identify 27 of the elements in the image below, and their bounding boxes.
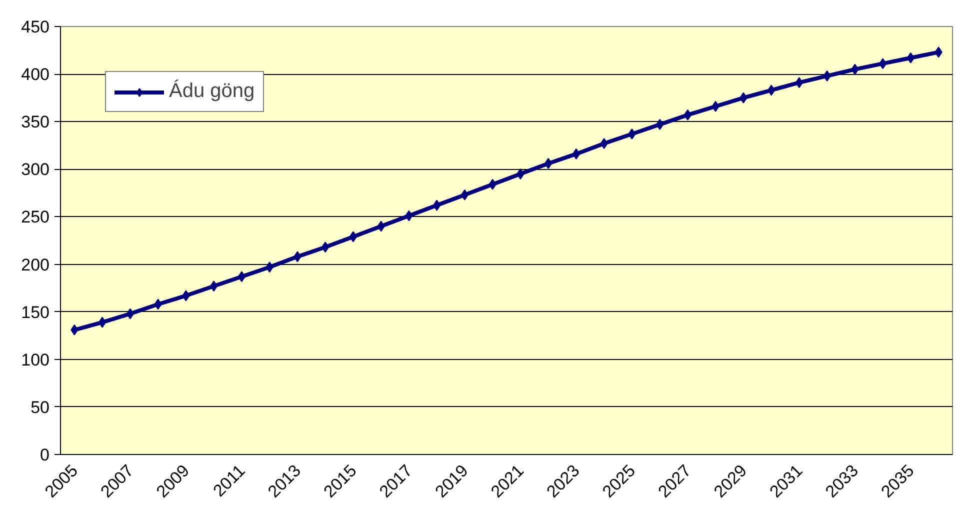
- point: [878, 58, 887, 70]
- point: [238, 271, 246, 282]
- y-tick-label: 450: [21, 18, 50, 36]
- y-tick-label: 350: [21, 112, 50, 132]
- y-tick-label: 250: [21, 208, 50, 227]
- point: [572, 148, 580, 160]
- point: [544, 158, 552, 169]
- y-tick-label: 400: [21, 65, 50, 84]
- point: [321, 242, 330, 253]
- y-tick-label: 150: [21, 302, 50, 322]
- point: [432, 200, 441, 211]
- point: [349, 231, 358, 242]
- point: [126, 308, 134, 320]
- point: [656, 118, 664, 130]
- point: [767, 84, 776, 96]
- point: [906, 52, 915, 64]
- y-tick-label: 50: [30, 398, 50, 417]
- point: [795, 77, 804, 88]
- point: [684, 109, 692, 120]
- y-tick-label: 300: [21, 160, 50, 180]
- point: [98, 316, 106, 328]
- y-tick-label: 100: [21, 350, 50, 370]
- point: [210, 280, 218, 292]
- legend-label: Ádu göng: [169, 80, 255, 103]
- point: [460, 189, 469, 200]
- y-tick-label: 200: [21, 255, 50, 274]
- y-tick-label: 0: [40, 446, 50, 464]
